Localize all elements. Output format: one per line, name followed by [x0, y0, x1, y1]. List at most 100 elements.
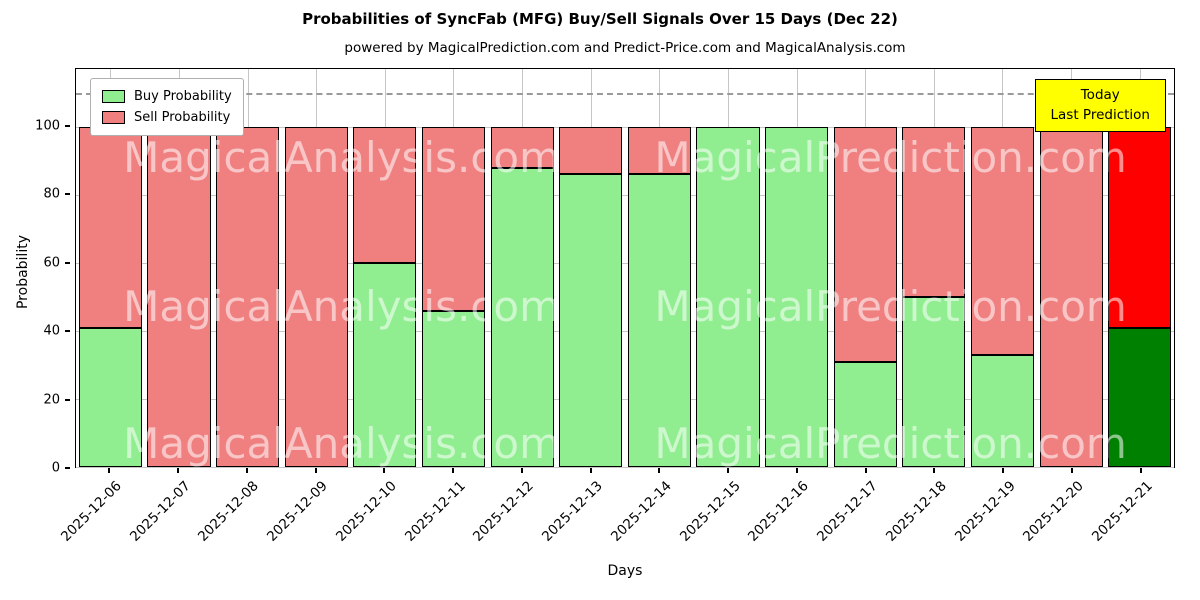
sell-segment [1039, 126, 1103, 467]
x-tick-mark [658, 468, 661, 473]
bar-2025-12-19 [970, 126, 1034, 467]
buy-segment [902, 296, 966, 467]
x-tick-label-text: 2025-12-17 [814, 478, 881, 545]
annotation-line-1: Today [1080, 87, 1120, 103]
y-tick-mark [65, 330, 70, 333]
buy-segment [490, 167, 554, 467]
bar-2025-12-15 [696, 126, 760, 467]
y-tick-label-80: 80 [43, 186, 60, 202]
bar-2025-12-13 [559, 126, 623, 467]
legend-label-buy: Buy Probability [134, 89, 232, 104]
y-axis-ticks: 0 20 40 60 80 100 [0, 68, 70, 476]
today-annotation: Today Last Prediction [1034, 79, 1166, 132]
y-tick-label-100: 100 [35, 118, 60, 134]
x-tick-label-text: 2025-12-13 [539, 478, 606, 545]
bar-slot [351, 69, 420, 467]
x-tick-mark [933, 468, 936, 473]
bar-2025-12-09 [284, 126, 348, 467]
bar-slot [213, 69, 282, 467]
buy-segment [1108, 327, 1172, 467]
buy-segment [627, 174, 691, 467]
buy-segment [833, 361, 897, 467]
x-tick-label-text: 2025-12-14 [607, 478, 675, 545]
threshold-dashed-line [76, 92, 1174, 95]
bar-slot [900, 69, 969, 467]
bar-2025-12-08 [216, 126, 280, 467]
bar-slot [1105, 69, 1174, 467]
bar-2025-12-11 [421, 126, 485, 467]
legend: Buy Probability Sell Probability [90, 78, 244, 136]
buy-segment [353, 262, 417, 467]
x-tick-label-text: 2025-12-06 [57, 478, 125, 545]
sell-color-swatch [102, 111, 125, 124]
bar-slot [145, 69, 214, 467]
x-tick-label-text: 2025-12-10 [332, 478, 400, 545]
bar-slot [76, 69, 145, 467]
y-tick-label-20: 20 [43, 392, 60, 408]
hgridline-60 [76, 262, 1174, 264]
bar-2025-12-20 [1039, 126, 1103, 467]
y-tick-label-40: 40 [43, 323, 60, 339]
x-tick-label-text: 2025-12-19 [951, 478, 1019, 545]
x-tick-mark [864, 468, 867, 473]
hgridline-0 [76, 467, 1174, 468]
bar-2025-12-14 [627, 126, 691, 467]
x-tick-mark [727, 468, 730, 473]
hgridline-20 [76, 398, 1174, 400]
bar-slot [488, 69, 557, 467]
x-tick-mark [108, 468, 111, 473]
hgridline-100 [76, 126, 1174, 128]
chart-title: Probabilities of SyncFab (MFG) Buy/Sell … [302, 10, 898, 28]
x-tick-mark [452, 468, 455, 473]
x-tick-mark [795, 468, 798, 473]
sell-segment [1108, 126, 1172, 328]
sell-segment [421, 126, 485, 311]
buy-segment [78, 327, 142, 467]
legend-entry-buy: Buy Probability [102, 86, 232, 107]
y-tick-mark [65, 467, 70, 469]
bar-2025-12-17 [833, 126, 897, 467]
y-tick-mark [65, 398, 70, 401]
bar-slot [762, 69, 831, 467]
x-tick-label-text: 2025-12-21 [1089, 478, 1156, 545]
sell-segment [353, 126, 417, 263]
x-tick-mark [245, 468, 248, 473]
sell-segment [970, 126, 1034, 355]
bar-slot [694, 69, 763, 467]
x-tick-label-text: 2025-12-07 [126, 478, 194, 545]
x-tick-label-text: 2025-12-11 [401, 478, 469, 545]
sell-segment [78, 126, 142, 328]
x-tick-label-text: 2025-12-16 [745, 478, 813, 545]
bar-2025-12-07 [147, 126, 211, 467]
bars-container [76, 69, 1174, 467]
sell-segment [490, 126, 554, 168]
buy-segment [421, 310, 485, 467]
bar-slot [1037, 69, 1106, 467]
sell-segment [284, 126, 348, 467]
y-tick-mark [65, 193, 70, 196]
x-tick-label-text: 2025-12-20 [1020, 478, 1088, 545]
plot-area: MagicalAnalysis.com MagicalPrediction.com… [75, 68, 1175, 468]
bar-slot [968, 69, 1037, 467]
buy-color-swatch [102, 90, 125, 103]
sell-segment [627, 126, 691, 175]
x-tick-label-text: 2025-12-15 [676, 478, 744, 545]
bar-slot [831, 69, 900, 467]
legend-label-sell: Sell Probability [134, 110, 231, 125]
x-tick-mark [1002, 468, 1005, 473]
buy-segment [696, 126, 760, 467]
x-tick-mark [383, 468, 386, 473]
bar-slot [282, 69, 351, 467]
annotation-line-2: Last Prediction [1050, 107, 1150, 124]
buy-segment [559, 174, 623, 467]
buy-segment [970, 354, 1034, 467]
y-tick-label-0: 0 [51, 460, 60, 476]
x-tick-label-text: 2025-12-08 [195, 478, 263, 545]
buy-segment [765, 126, 829, 467]
x-tick-mark [1070, 468, 1073, 473]
y-tick-label-60: 60 [43, 255, 60, 271]
sell-segment [559, 126, 623, 175]
bar-2025-12-10 [353, 126, 417, 467]
x-axis-label: Days [607, 563, 643, 579]
